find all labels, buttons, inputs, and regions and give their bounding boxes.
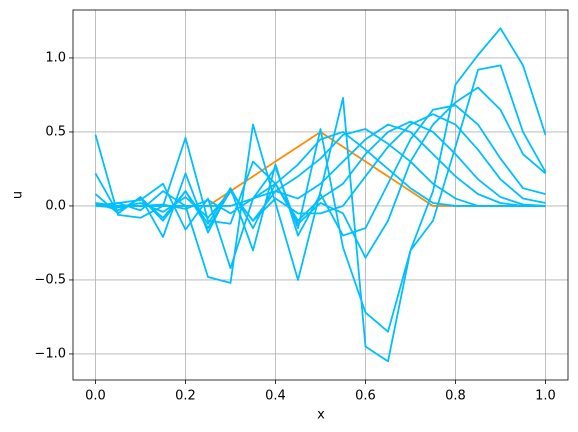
y-tick-label: −0.5 [34, 272, 66, 287]
x-tick-label: 0.2 [175, 389, 196, 404]
x-tick-label: 0.6 [355, 389, 376, 404]
series-line [94, 86, 547, 259]
x-tick-label: 0.8 [445, 389, 466, 404]
x-tick-label: 0.0 [85, 389, 106, 404]
x-axis-label: x [317, 408, 325, 423]
series-line [94, 104, 546, 252]
x-tick-label: 0.4 [265, 389, 286, 404]
series-line [95, 128, 546, 215]
y-tick-label: 1.0 [45, 50, 66, 65]
series-line [95, 64, 547, 333]
y-tick-label: −1.0 [34, 346, 66, 361]
y-axis-label: u [11, 191, 26, 199]
plot-frame [72, 9, 569, 381]
series-line [95, 27, 547, 363]
series-line [95, 123, 546, 222]
y-tick-label: 0.5 [45, 124, 66, 139]
y-tick-label: 0.0 [45, 198, 66, 213]
series-line [94, 113, 546, 230]
x-tick-label: 1.0 [535, 389, 556, 404]
series-line [95, 120, 546, 230]
